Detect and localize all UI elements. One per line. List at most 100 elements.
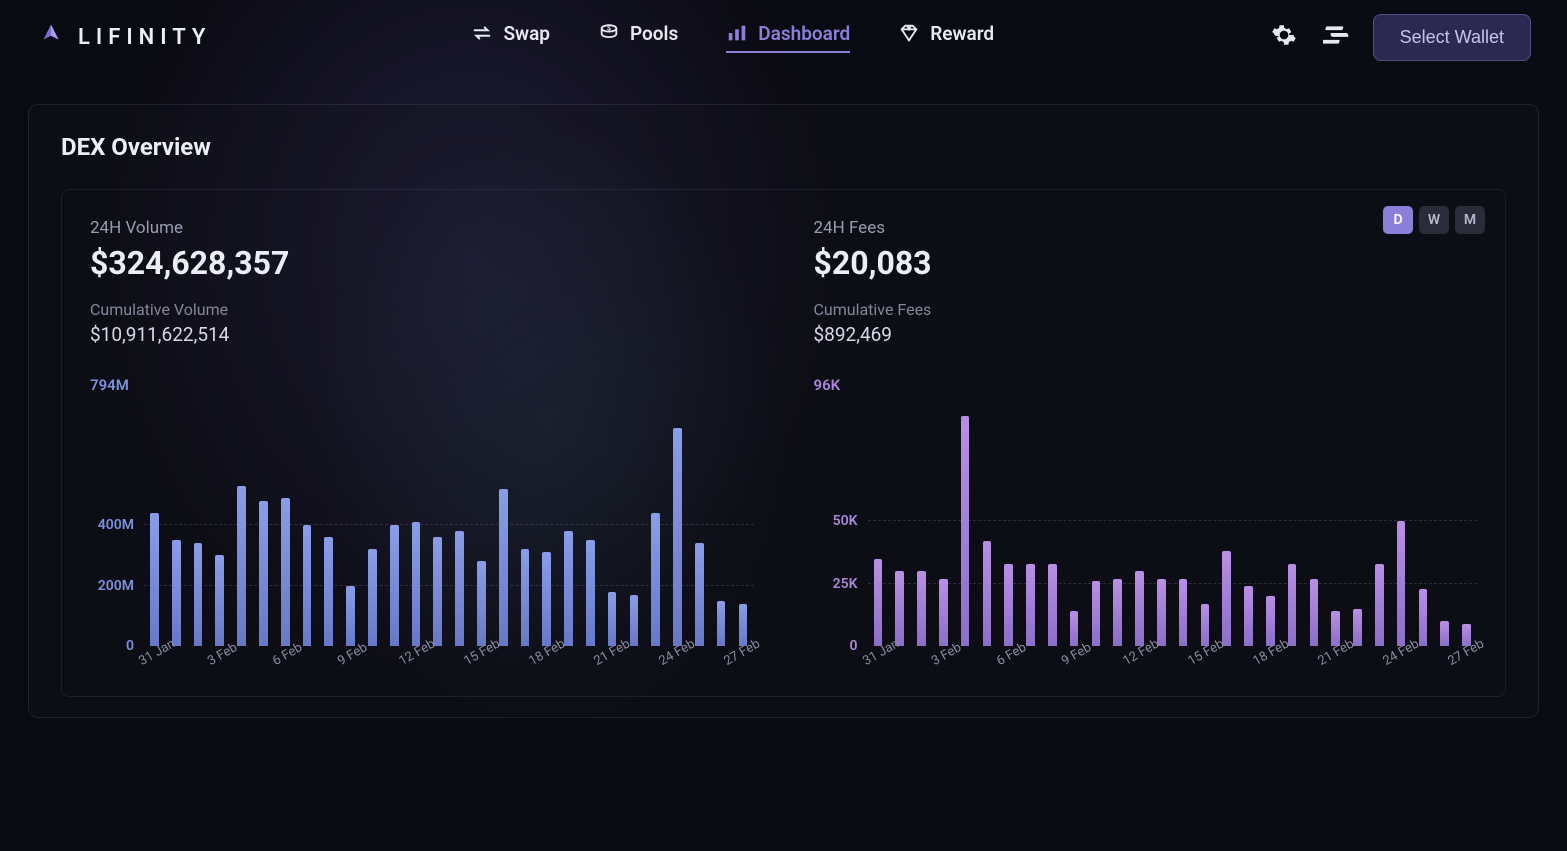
timerange-month[interactable]: M xyxy=(1455,206,1485,234)
chart-bar[interactable] xyxy=(895,571,904,646)
logo-text: LIFINITY xyxy=(78,25,211,50)
chart-bar[interactable] xyxy=(983,541,992,646)
chart-bar[interactable] xyxy=(586,540,595,646)
chart-bar[interactable] xyxy=(259,501,268,646)
chart-bar[interactable] xyxy=(521,549,530,646)
settings-button[interactable] xyxy=(1269,22,1299,52)
chart-bar[interactable] xyxy=(630,595,639,646)
nav-label: Reward xyxy=(930,22,994,45)
y-tick: 0 xyxy=(126,638,134,654)
chart-bar[interactable] xyxy=(695,543,704,646)
chart-bar[interactable] xyxy=(739,604,748,646)
nav-label: Pools xyxy=(630,22,678,45)
chart-bar[interactable] xyxy=(455,531,464,646)
chart-bar[interactable] xyxy=(673,428,682,646)
chart-bar[interactable] xyxy=(1070,611,1079,646)
chart-bar[interactable] xyxy=(874,559,883,647)
chart-bar[interactable] xyxy=(1026,564,1035,647)
chart-bar[interactable] xyxy=(564,531,573,646)
chart-bar[interactable] xyxy=(1157,579,1166,647)
timerange-day[interactable]: D xyxy=(1383,206,1413,234)
nav-dashboard[interactable]: Dashboard xyxy=(726,22,850,53)
timerange-week[interactable]: W xyxy=(1419,206,1449,234)
fees-cum-label: Cumulative Fees xyxy=(814,300,1478,319)
chart-bar[interactable] xyxy=(172,540,181,646)
chart-bar[interactable] xyxy=(608,592,617,646)
reward-icon xyxy=(898,22,920,44)
swap-icon xyxy=(471,22,493,44)
fees-label: 24H Fees xyxy=(814,218,1478,238)
chart-bar[interactable] xyxy=(1288,564,1297,647)
chart-bar[interactable] xyxy=(1201,604,1210,647)
chart-bar[interactable] xyxy=(961,416,970,646)
chart-bar[interactable] xyxy=(917,571,926,646)
y-tick: 50K xyxy=(833,513,858,529)
chart-bar[interactable] xyxy=(1222,551,1231,646)
header: LIFINITY Swap $ Pools Dashboard Reward xyxy=(0,0,1567,74)
charts-row: 24H Volume $324,628,357 Cumulative Volum… xyxy=(90,218,1477,686)
chart-bar[interactable] xyxy=(1266,596,1275,646)
chart-bar[interactable] xyxy=(1331,611,1340,646)
chart-bar[interactable] xyxy=(433,537,442,646)
chart-bar[interactable] xyxy=(1440,621,1449,646)
fees-cum-value: $892,469 xyxy=(814,323,1478,346)
chart-bar[interactable] xyxy=(939,579,948,647)
chart-bar[interactable] xyxy=(1419,589,1428,647)
nav-pools[interactable]: $ Pools xyxy=(598,22,678,53)
chart-bar[interactable] xyxy=(1179,579,1188,647)
nav-label: Swap xyxy=(503,22,550,45)
logo[interactable]: LIFINITY xyxy=(36,22,211,52)
y-tick: 200M xyxy=(98,578,134,594)
volume-chart: 794M400M200M031 Jan3 Feb6 Feb9 Feb12 Feb… xyxy=(90,376,754,686)
logo-icon xyxy=(36,22,66,52)
select-wallet-button[interactable]: Select Wallet xyxy=(1373,14,1531,61)
y-tick: 400M xyxy=(98,517,134,533)
chart-bar[interactable] xyxy=(542,552,551,646)
chart-bar[interactable] xyxy=(1092,581,1101,646)
chart-bar[interactable] xyxy=(194,543,203,646)
chart-bar[interactable] xyxy=(1113,579,1122,647)
chart-bar[interactable] xyxy=(368,549,377,646)
volume-block: 24H Volume $324,628,357 Cumulative Volum… xyxy=(90,218,754,686)
chart-bar[interactable] xyxy=(1135,571,1144,646)
chart-bar[interactable] xyxy=(215,555,224,646)
chart-bar[interactable] xyxy=(281,498,290,646)
chart-bar[interactable] xyxy=(1397,521,1406,646)
chart-bar[interactable] xyxy=(150,513,159,646)
chart-bar[interactable] xyxy=(1310,579,1319,647)
chart-bar[interactable] xyxy=(303,525,312,646)
chart-bar[interactable] xyxy=(477,561,486,646)
solana-icon xyxy=(1323,22,1349,52)
nav-label: Dashboard xyxy=(758,22,850,45)
gear-icon xyxy=(1271,22,1297,52)
chart-bar[interactable] xyxy=(412,522,421,646)
fees-block: 24H Fees $20,083 Cumulative Fees $892,46… xyxy=(814,218,1478,686)
volume-label: 24H Volume xyxy=(90,218,754,238)
chart-bar[interactable] xyxy=(717,601,726,646)
fees-chart: 96K50K25K031 Jan3 Feb6 Feb9 Feb12 Feb15 … xyxy=(814,376,1478,686)
y-tick: 25K xyxy=(833,576,858,592)
chart-bar[interactable] xyxy=(346,586,355,646)
chart-ymax: 794M xyxy=(90,376,129,394)
network-button[interactable] xyxy=(1321,22,1351,52)
nav-reward[interactable]: Reward xyxy=(898,22,994,53)
chart-bar[interactable] xyxy=(237,486,246,646)
chart-bar[interactable] xyxy=(1375,564,1384,647)
chart-ymax: 96K xyxy=(814,376,841,394)
panel-title: DEX Overview xyxy=(61,133,1506,161)
chart-bar[interactable] xyxy=(499,489,508,646)
chart-bar[interactable] xyxy=(1244,586,1253,646)
nav-swap[interactable]: Swap xyxy=(471,22,550,53)
svg-text:$: $ xyxy=(607,24,611,33)
chart-bar[interactable] xyxy=(1048,564,1057,647)
chart-bar[interactable] xyxy=(651,513,660,646)
chart-bar[interactable] xyxy=(1004,564,1013,647)
chart-bar[interactable] xyxy=(1353,609,1362,647)
chart-bar[interactable] xyxy=(390,525,399,646)
volume-value: $324,628,357 xyxy=(90,244,754,282)
dashboard-icon xyxy=(726,22,748,44)
volume-cum-value: $10,911,622,514 xyxy=(90,323,754,346)
chart-bar[interactable] xyxy=(324,537,333,646)
main-content: DEX Overview D W M 24H Volume $324,628,3… xyxy=(0,74,1567,718)
main-nav: Swap $ Pools Dashboard Reward xyxy=(471,22,994,53)
